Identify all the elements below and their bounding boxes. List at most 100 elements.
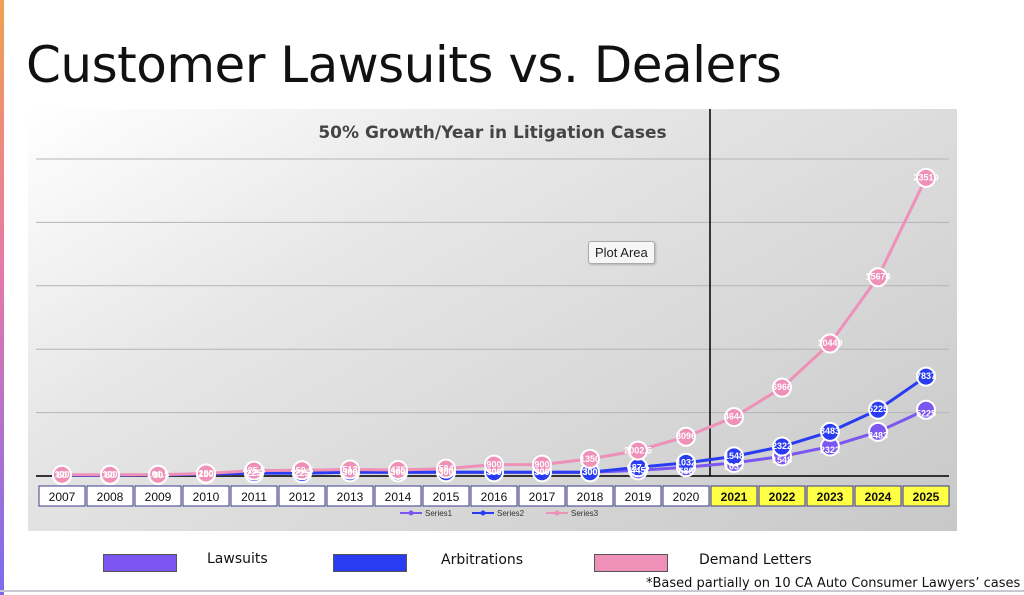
data-label-series2: 225 xyxy=(294,468,309,478)
legend-swatch-arbitrations xyxy=(333,554,407,572)
data-label-series1: 300 xyxy=(390,467,405,477)
x-tick-label: 2011 xyxy=(241,490,267,504)
data-label-series3: 100 xyxy=(102,470,117,480)
data-label-series2: 687.5 xyxy=(627,462,650,472)
data-label-series2: 60 xyxy=(57,470,67,480)
data-point-series3 xyxy=(148,464,168,485)
data-point-series3 xyxy=(244,460,264,481)
data-point-series3 xyxy=(52,464,72,485)
x-category-box xyxy=(182,485,230,507)
slide-accent-bar xyxy=(0,0,4,595)
data-label-series1: 2322 xyxy=(820,445,840,455)
x-tick-label: 2019 xyxy=(625,490,652,504)
data-label-series1: 225 xyxy=(246,468,261,478)
data-point-series3 xyxy=(580,448,600,469)
x-tick-label: 2016 xyxy=(481,490,508,504)
data-label-series3: 1350 xyxy=(580,454,600,464)
data-point-series3 xyxy=(676,426,696,447)
data-point-series3 xyxy=(100,464,120,485)
data-label-series2: 300 xyxy=(390,467,405,477)
data-label-series2: 5225 xyxy=(868,404,888,414)
plot-area-tooltip: Plot Area xyxy=(588,241,655,264)
line-chart: 2007 2008 2009 2010 2011 2012 2013 2014 2015 2016… xyxy=(36,109,950,518)
x-tick-label: 2017 xyxy=(529,490,556,504)
x-category-box xyxy=(806,485,854,507)
data-label-series2: 7837 xyxy=(916,371,936,381)
legend-label-lawsuits: Lawsuits xyxy=(207,551,268,567)
data-label-series3: 3096 xyxy=(676,431,696,441)
data-label-series1: 225 xyxy=(294,468,309,478)
data-point-series3 xyxy=(388,459,408,480)
data-label-series2: 225 xyxy=(246,468,261,478)
x-tick-label: 2012 xyxy=(289,490,316,504)
x-category-box xyxy=(614,485,662,507)
x-tick-label: 2023 xyxy=(817,490,844,504)
data-label-series1: 300 xyxy=(486,467,501,477)
x-category-box xyxy=(86,485,134,507)
data-point-series3 xyxy=(772,377,792,398)
x-category-box xyxy=(326,485,374,507)
chart-title: 50% Growth/Year in Litigation Cases xyxy=(318,123,667,143)
data-point-series3 xyxy=(196,463,216,484)
x-tick-label: 2009 xyxy=(145,490,172,504)
series-legend-label: Series3 xyxy=(571,509,599,518)
x-tick-label: 2022 xyxy=(769,490,796,504)
slide-title: Customer Lawsuits vs. Dealers xyxy=(26,36,782,94)
x-tick-label: 2013 xyxy=(337,490,364,504)
series-legend-marker xyxy=(408,510,414,516)
data-label-series1: 60 xyxy=(57,470,67,480)
data-label-series2: 60 xyxy=(105,470,115,480)
chart-area[interactable]: 2007 2008 2009 2010 2011 2012 2013 2014 2015 2016… xyxy=(28,109,957,531)
x-category-box xyxy=(230,485,278,507)
data-label-series2: 150 xyxy=(198,469,213,479)
x-category-box xyxy=(278,485,326,507)
x-category-box xyxy=(422,485,470,507)
data-label-series1: 3483 xyxy=(868,430,888,440)
data-label-series1: 5225 xyxy=(916,408,936,418)
data-point-series2 xyxy=(772,436,792,457)
data-label-series1: 300 xyxy=(582,467,597,477)
x-tick-label: 2007 xyxy=(49,490,76,504)
data-point-series3 xyxy=(820,333,840,354)
data-label-series2: 3483 xyxy=(820,426,840,436)
x-category-box xyxy=(518,485,566,507)
data-point-series3 xyxy=(916,167,936,188)
data-label-series3: 6966 xyxy=(772,382,792,392)
x-tick-label: 2021 xyxy=(721,490,748,504)
data-point-series3 xyxy=(532,454,552,475)
data-point-series2 xyxy=(868,399,888,420)
data-point-series3 xyxy=(292,460,312,481)
data-point-series1 xyxy=(916,399,936,420)
x-tick-label: 2008 xyxy=(97,490,124,504)
data-label-series3: 900 xyxy=(486,460,501,470)
data-label-series1: 150 xyxy=(198,469,213,479)
data-label-series1: 300 xyxy=(438,467,453,477)
series-legend-marker xyxy=(554,510,560,516)
data-label-series2: 300 xyxy=(582,467,597,477)
data-label-series2: 2322 xyxy=(772,441,792,451)
x-category-box xyxy=(374,485,422,507)
x-category-box xyxy=(470,485,518,507)
x-category-box xyxy=(854,485,902,507)
data-label-series2: 1548 xyxy=(724,451,744,461)
data-label-series2: 90 xyxy=(153,470,163,480)
data-label-series3: 900 xyxy=(534,460,549,470)
x-category-box xyxy=(38,485,86,507)
data-label-series3: 23510 xyxy=(913,172,938,182)
x-tick-label: 2020 xyxy=(673,490,700,504)
data-label-series3: 10449 xyxy=(817,338,842,348)
data-label-series1: 300 xyxy=(342,467,357,477)
legend-swatch-demand-letters xyxy=(594,554,668,572)
x-category-box xyxy=(710,485,758,507)
data-point-series3 xyxy=(436,458,456,479)
data-point-series3 xyxy=(724,407,744,428)
footnote: *Based partially on 10 CA Auto Consumer … xyxy=(646,576,1021,591)
data-point-series2 xyxy=(724,446,744,467)
legend-label-arbitrations: Arbitrations xyxy=(441,552,524,568)
data-label-series3: 584 xyxy=(438,464,453,474)
data-label-series1: 445 xyxy=(630,465,645,475)
legend-label-demand-letters: Demand Letters xyxy=(699,552,812,568)
x-tick-label: 2015 xyxy=(433,490,460,504)
data-label-series3: 101.5 xyxy=(147,470,170,480)
series-legend-label: Series2 xyxy=(497,509,525,518)
